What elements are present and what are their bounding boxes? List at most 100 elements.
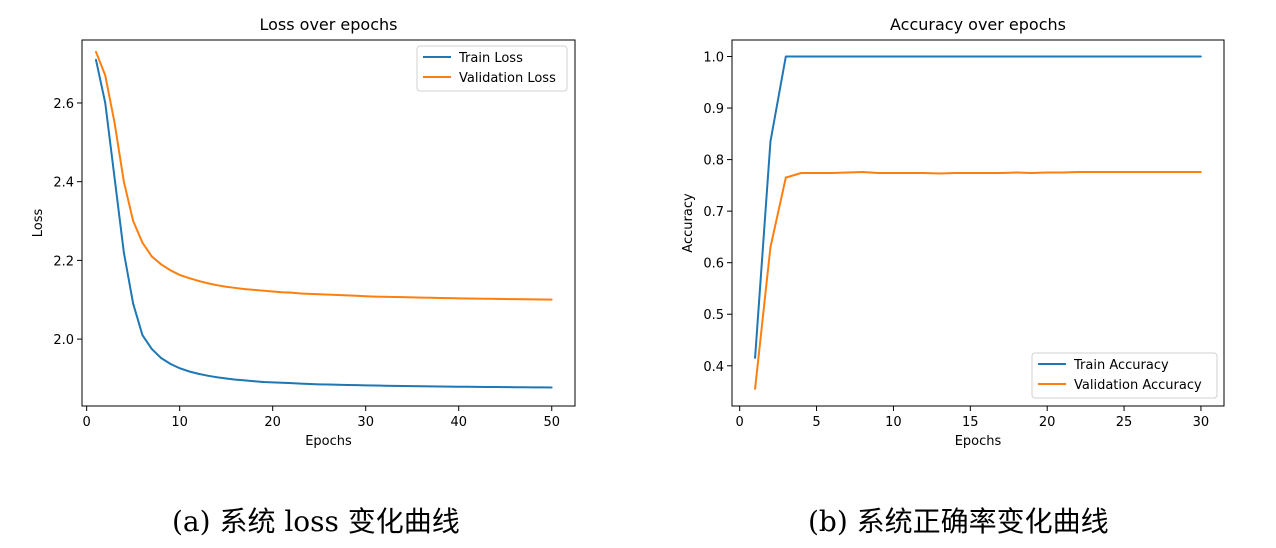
data-point-train-loss bbox=[271, 381, 274, 384]
data-point-validation-accuracy bbox=[923, 172, 926, 174]
data-point-validation-accuracy bbox=[1123, 171, 1125, 173]
data-point-validation-loss bbox=[150, 255, 153, 258]
data-point-validation-loss bbox=[169, 269, 172, 272]
data-point-train-loss bbox=[522, 386, 525, 389]
data-point-train-loss bbox=[234, 378, 237, 381]
data-point-validation-loss bbox=[457, 297, 460, 300]
data-point-validation-accuracy bbox=[831, 172, 833, 174]
data-point-train-loss bbox=[541, 386, 544, 389]
data-point-validation-loss bbox=[243, 288, 246, 291]
data-point-train-accuracy bbox=[800, 55, 803, 58]
data-point-validation-accuracy bbox=[815, 172, 818, 174]
data-point-train-loss bbox=[253, 380, 255, 383]
y-tick-label: 0.4 bbox=[703, 360, 724, 375]
data-point-validation-loss bbox=[420, 296, 423, 299]
caption-b: (b) 系统正确率变化曲线 bbox=[808, 505, 1109, 538]
data-point-train-loss bbox=[420, 385, 423, 388]
legend-label: Validation Accuracy bbox=[1074, 378, 1202, 393]
data-point-validation-accuracy bbox=[877, 172, 879, 174]
data-point-validation-loss bbox=[104, 74, 107, 77]
data-point-train-accuracy bbox=[1107, 55, 1110, 58]
data-point-train-loss bbox=[95, 58, 97, 61]
data-point-train-accuracy bbox=[1200, 55, 1202, 58]
x-tick-label: 20 bbox=[1039, 415, 1056, 430]
data-point-train-accuracy bbox=[1138, 55, 1141, 58]
data-point-validation-accuracy bbox=[1200, 171, 1202, 173]
data-point-train-accuracy bbox=[1000, 55, 1002, 58]
data-point-train-loss bbox=[355, 384, 358, 387]
data-point-train-loss bbox=[476, 385, 479, 388]
data-point-validation-loss bbox=[122, 180, 125, 183]
data-point-train-accuracy bbox=[1061, 55, 1064, 58]
data-point-train-accuracy bbox=[815, 55, 818, 58]
data-point-validation-loss bbox=[550, 298, 553, 301]
series-line-validation-accuracy bbox=[754, 170, 1201, 390]
data-point-validation-loss bbox=[95, 50, 97, 53]
data-point-validation-accuracy bbox=[1061, 171, 1064, 174]
data-point-train-loss bbox=[439, 385, 442, 388]
data-point-validation-loss bbox=[327, 293, 330, 296]
loss-chart: Loss over epochs 0 10 20 30 40 50 2.0 2.2 2.4 2.6 E… bbox=[31, 15, 576, 449]
data-point-train-loss bbox=[318, 383, 321, 386]
legend-label: Train Loss bbox=[458, 51, 523, 66]
data-point-validation-accuracy bbox=[1107, 171, 1110, 173]
x-tick-label: 0 bbox=[83, 415, 91, 430]
data-point-train-accuracy bbox=[907, 55, 910, 58]
data-point-train-accuracy bbox=[1030, 55, 1033, 58]
data-point-validation-loss bbox=[402, 296, 404, 299]
data-point-train-loss bbox=[206, 374, 209, 377]
data-point-train-accuracy bbox=[846, 55, 849, 58]
data-point-train-accuracy bbox=[984, 55, 987, 58]
series-line-validation-loss bbox=[95, 51, 552, 301]
data-point-validation-loss bbox=[355, 294, 358, 297]
x-tick-label: 5 bbox=[812, 415, 820, 430]
data-point-train-loss bbox=[364, 384, 367, 387]
data-point-validation-loss bbox=[336, 294, 339, 296]
data-point-train-accuracy bbox=[938, 55, 941, 58]
data-point-train-accuracy bbox=[923, 55, 926, 58]
data-point-train-accuracy bbox=[784, 55, 787, 58]
legend-box bbox=[416, 45, 568, 92]
data-point-train-accuracy bbox=[861, 55, 864, 58]
x-tick-label: 50 bbox=[543, 415, 560, 430]
data-point-validation-accuracy bbox=[1092, 171, 1095, 173]
data-point-train-loss bbox=[197, 372, 200, 375]
legend-label: Train Accuracy bbox=[1073, 358, 1169, 373]
x-tick-label: 25 bbox=[1116, 415, 1133, 430]
plot-frame bbox=[81, 39, 576, 407]
data-point-train-loss bbox=[141, 334, 144, 337]
data-point-train-accuracy bbox=[1123, 55, 1125, 58]
data-point-train-loss bbox=[299, 382, 302, 385]
data-point-train-loss bbox=[532, 386, 535, 389]
data-point-validation-loss bbox=[541, 298, 544, 301]
data-point-validation-loss bbox=[485, 297, 488, 300]
data-point-train-accuracy bbox=[1015, 55, 1018, 58]
data-point-validation-accuracy bbox=[938, 172, 941, 175]
legend-label: Validation Loss bbox=[459, 71, 556, 86]
data-point-validation-loss bbox=[522, 298, 525, 301]
data-point-train-loss bbox=[467, 385, 469, 388]
data-point-validation-loss bbox=[225, 285, 228, 288]
data-point-validation-loss bbox=[290, 291, 293, 294]
data-point-validation-loss bbox=[253, 289, 255, 291]
data-point-validation-loss bbox=[206, 282, 209, 285]
data-point-validation-loss bbox=[392, 296, 395, 298]
data-point-train-loss bbox=[290, 382, 293, 385]
legend-box bbox=[1031, 352, 1218, 399]
y-tick-label: 2.2 bbox=[53, 254, 74, 269]
data-point-train-loss bbox=[346, 384, 349, 386]
data-point-train-loss bbox=[457, 385, 460, 388]
data-point-train-loss bbox=[215, 376, 218, 379]
data-point-validation-loss bbox=[308, 292, 311, 295]
x-tick-label: 10 bbox=[171, 415, 188, 430]
data-point-train-loss bbox=[374, 384, 376, 387]
data-point-validation-accuracy bbox=[907, 172, 910, 174]
data-point-train-accuracy bbox=[1184, 55, 1187, 58]
caption-a: (a) 系统 loss 变化曲线 bbox=[172, 505, 460, 538]
data-point-validation-accuracy bbox=[784, 176, 787, 179]
data-point-train-loss bbox=[495, 386, 497, 388]
x-tick-label: 30 bbox=[357, 415, 374, 430]
data-point-validation-accuracy bbox=[1138, 171, 1141, 173]
data-point-validation-loss bbox=[215, 284, 218, 287]
